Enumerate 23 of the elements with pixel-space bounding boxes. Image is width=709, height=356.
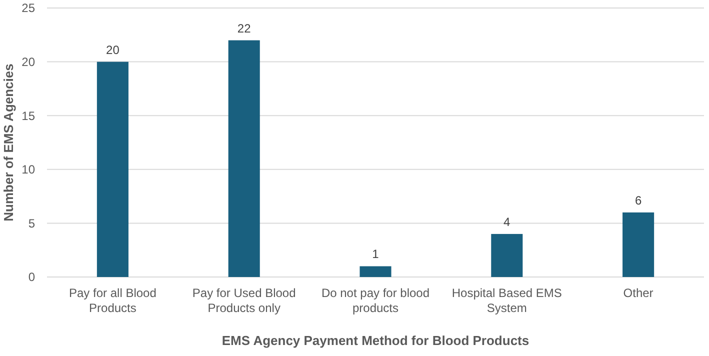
data-label: 1	[372, 247, 380, 262]
x-tick-label: Pay for all Blood Products	[69, 286, 156, 315]
bar	[360, 266, 392, 277]
x-tick-label: Hospital Based EMS System	[452, 286, 562, 315]
data-label: 22	[237, 21, 252, 36]
y-tick-label: 5	[28, 216, 36, 230]
data-label: 6	[634, 193, 642, 208]
y-tick-label: 15	[22, 108, 36, 123]
y-axis-title: Number of EMS Agencies	[1, 64, 16, 222]
bar	[228, 40, 260, 277]
x-tick-label: Do not pay for blood products	[321, 286, 430, 315]
y-tick-label: 25	[22, 1, 36, 16]
x-axis-title: EMS Agency Payment Method for Blood Products	[222, 333, 530, 348]
bar	[96, 62, 128, 277]
x-tick-label: Other	[623, 286, 654, 300]
data-label: 4	[504, 214, 511, 229]
y-tick-label: 20	[22, 55, 36, 69]
bar	[622, 212, 654, 277]
y-tick-label: 0	[28, 270, 36, 284]
x-tick-label: Pay for Used Blood Products only	[192, 286, 296, 315]
bar	[491, 234, 523, 277]
data-label: 20	[106, 42, 120, 57]
y-tick-label: 10	[22, 162, 36, 177]
